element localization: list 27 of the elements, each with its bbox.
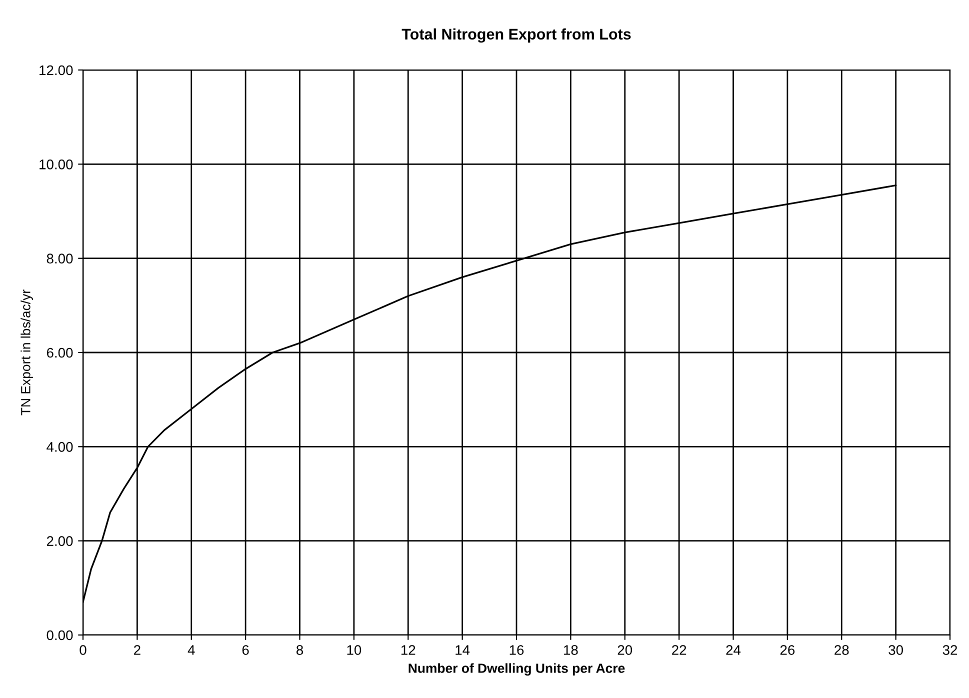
- x-tick-label: 0: [80, 645, 86, 655]
- y-tick-label: 8.00: [46, 254, 73, 264]
- x-tick-label: 18: [564, 645, 578, 655]
- y-tick-label: 4.00: [46, 442, 73, 452]
- x-tick-label: 4: [188, 645, 195, 655]
- x-tick-label: 8: [296, 645, 304, 655]
- x-tick-label: 10: [347, 645, 362, 655]
- x-tick-label: 32: [942, 645, 958, 655]
- x-tick-label: 22: [672, 645, 686, 655]
- x-tick-label: 16: [510, 645, 524, 655]
- x-tick-label: 2: [134, 645, 140, 655]
- x-tick-label: 24: [726, 645, 741, 655]
- x-tick-label: 26: [780, 645, 795, 655]
- y-tick-label: 0.00: [46, 630, 73, 640]
- x-tick-label: 20: [618, 645, 632, 655]
- x-tick-label: 12: [401, 645, 416, 655]
- y-tick-label: 6.00: [46, 348, 73, 358]
- x-tick-label: 14: [456, 645, 470, 655]
- x-tick-label: 6: [242, 645, 249, 655]
- chart-title: Total Nitrogen Export from Lots: [402, 28, 631, 43]
- x-tick-label: 30: [888, 645, 903, 655]
- y-tick-label: 2.00: [46, 536, 73, 546]
- y-axis-title: TN Export in lbs/ac/yr: [20, 290, 33, 416]
- y-tick-label: 10.00: [40, 160, 73, 170]
- y-tick-label: 12.00: [40, 65, 73, 76]
- x-tick-label: 28: [834, 645, 849, 655]
- x-axis-title: Number of Dwelling Units per Acre: [408, 663, 625, 676]
